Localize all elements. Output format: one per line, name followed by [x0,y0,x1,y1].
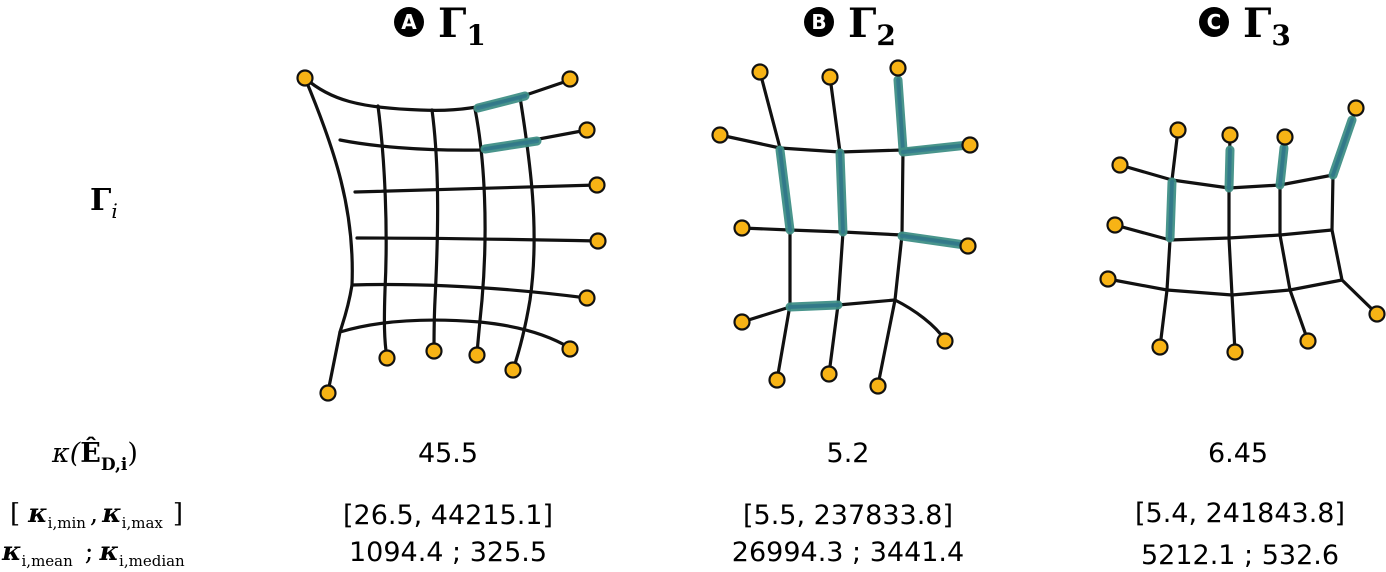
row-label-kappa: κ(ÊD,i) [51,436,138,475]
mean-median-a: 1094.4 ; 325.5 [349,537,547,568]
badge-c-icon [1199,7,1229,37]
range-c: [5.4, 241843.8] [1135,498,1345,529]
mean-median-b: 26994.3 ; 3441.4 [732,537,964,568]
badge-b-letter: B [811,10,826,34]
panel-title-a: A Γ1 [394,0,486,52]
kappa-c: 6.45 [1208,438,1268,469]
graph-a [296,69,607,402]
graph-c [1099,99,1386,361]
badge-a-icon [394,7,424,37]
row-label-gamma: Γi [90,183,118,223]
range-b: [5.5, 237833.8] [743,500,953,531]
title-c: Γ3 [1243,0,1291,52]
badge-c-letter: C [1207,10,1222,34]
row-label-mean-median: κi,mean; κi,median [1,537,185,570]
badge-b-icon [804,7,834,37]
panel-title-c: C Γ3 [1199,0,1291,52]
mean-median-c: 5212.1 ; 532.6 [1141,540,1339,571]
range-a: [26.5, 44215.1] [343,500,553,531]
graph-b [711,59,979,395]
badge-a-letter: A [401,10,417,34]
kappa-b: 5.2 [827,438,870,469]
kappa-a: 45.5 [418,438,478,469]
panel-title-b: B Γ2 [804,0,896,52]
title-b: Γ2 [848,0,896,52]
row-label-range: [κi,min, κi,max] [10,499,183,532]
title-a: Γ1 [438,0,486,52]
